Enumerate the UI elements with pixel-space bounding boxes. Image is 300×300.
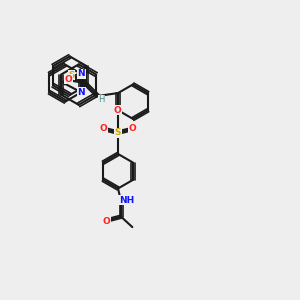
Text: O: O xyxy=(114,106,122,115)
Text: NH: NH xyxy=(119,196,134,205)
Text: O: O xyxy=(64,74,72,83)
Text: O: O xyxy=(100,124,108,133)
Text: O: O xyxy=(103,217,111,226)
Text: O: O xyxy=(128,124,136,133)
Text: H: H xyxy=(98,95,105,104)
Text: N: N xyxy=(77,88,85,97)
Text: N: N xyxy=(77,69,85,78)
Text: S: S xyxy=(115,128,121,137)
Text: S: S xyxy=(68,71,75,80)
